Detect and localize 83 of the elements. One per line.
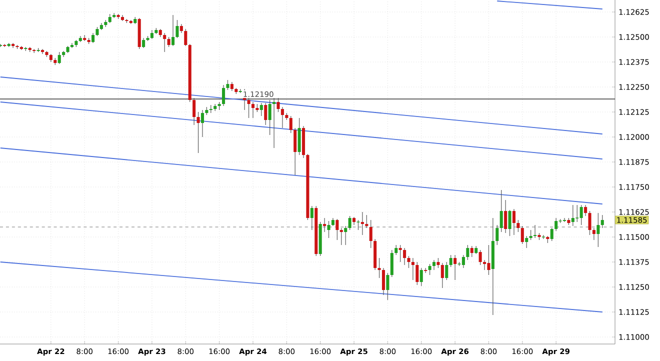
candlestick [584, 204, 588, 216]
candlestick [580, 204, 583, 226]
candlestick [478, 250, 482, 266]
candlestick [504, 200, 508, 234]
candlestick [294, 128, 297, 176]
candlestick [167, 36, 170, 48]
candlestick [251, 102, 255, 118]
candlestick [272, 98, 276, 148]
candlestick [340, 228, 343, 246]
candlestick [276, 98, 280, 112]
candlestick [222, 84, 226, 106]
candlestick [571, 204, 574, 226]
candlestick [529, 230, 532, 240]
candlestick [454, 254, 457, 280]
candlestick [520, 226, 524, 244]
candlestick [600, 214, 604, 228]
candlestick [348, 216, 352, 230]
candlestick [445, 262, 448, 280]
candlestick [466, 244, 470, 260]
candlestick [344, 226, 348, 246]
candlestick [416, 262, 419, 286]
candlestick [268, 100, 272, 136]
candlestick [487, 244, 490, 276]
candlestick [575, 204, 579, 222]
candlestick [369, 220, 372, 248]
candlestick [58, 52, 61, 64]
candlestick [142, 38, 146, 48]
candlestick [496, 224, 499, 246]
candlestick [508, 210, 512, 236]
candlestick [247, 98, 250, 118]
candlestick [500, 190, 503, 232]
candlestick [554, 218, 558, 232]
candlestick [365, 214, 368, 228]
candlestick [336, 218, 339, 240]
candlestick [327, 220, 330, 238]
candlestick [436, 258, 440, 268]
candlestick [356, 220, 360, 230]
candlestick [407, 256, 410, 268]
candlestick [398, 244, 402, 262]
candlestick [403, 248, 406, 266]
candlestick [184, 28, 188, 46]
candlestick [12, 42, 15, 48]
candlestick [70, 42, 74, 48]
candlestick [176, 20, 179, 38]
candlestick [449, 254, 452, 268]
candlestick [411, 258, 414, 280]
candlestick [550, 228, 554, 242]
candlestick [596, 212, 600, 248]
candlestick [289, 116, 292, 134]
candlestick [310, 206, 314, 230]
candlestick [41, 48, 44, 54]
candlestick [200, 110, 204, 138]
candlestick [360, 212, 364, 236]
candlestick [440, 262, 444, 288]
candlestick [92, 32, 95, 44]
candlestick [226, 80, 230, 90]
candlestick [534, 224, 537, 238]
candlestick [280, 106, 284, 128]
candlestick [512, 208, 516, 236]
candlestick [525, 236, 528, 248]
candlestick [196, 112, 200, 154]
candlestick [420, 268, 423, 286]
candlestick [264, 102, 268, 126]
candlestick [432, 260, 436, 270]
candlestick [323, 218, 326, 232]
candlestick [462, 254, 465, 268]
candlestick [163, 32, 166, 52]
candlestick [260, 102, 263, 116]
candlestick [171, 14, 175, 46]
candlestick [192, 98, 196, 126]
candlestick [470, 246, 474, 258]
candlestick [592, 228, 596, 240]
candlestick [298, 118, 301, 156]
candlestick [382, 268, 385, 296]
candlestick [428, 264, 432, 276]
candlestick [386, 272, 390, 300]
candlestick [390, 250, 394, 278]
candlestick [542, 234, 546, 240]
candlestick [588, 210, 592, 236]
candlestick [516, 220, 520, 232]
candlestick [378, 258, 381, 278]
candlestick [394, 244, 398, 256]
candlestick [483, 260, 486, 270]
